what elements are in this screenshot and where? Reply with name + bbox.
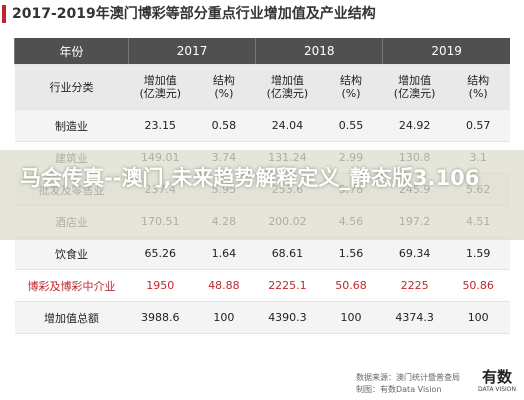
cell-value: 24.92 [382,109,447,142]
title-accent [2,5,6,23]
cell-value: 0.55 [319,109,383,142]
cell-value: 68.61 [255,237,320,270]
cell-value: 50.68 [319,269,383,302]
logo-sub: DATA VISION [477,386,517,393]
cell-value: 1.56 [319,237,383,270]
cell-value: 2225 [382,269,447,302]
subheader: 结构 (%) [319,64,383,110]
row-label: 增加值总额 [14,301,129,334]
subheader: 增加值 (亿澳元) [255,64,320,110]
data-row: 饮食业 65.26 1.64 68.61 1.56 69.34 1.59 [14,237,510,270]
subheader: 结构 (%) [446,64,510,110]
cell-value: 1.64 [192,237,256,270]
year-row: 年份 2017 2018 2019 [14,38,510,65]
subheader: 增加值 (亿澳元) [128,64,193,110]
source-text: 数据来源：澳门统计暨普查局 [356,373,460,382]
category-label: 行业分类 [14,64,129,110]
cell-value: 69.34 [382,237,447,270]
data-row: 博彩及博彩中介业 1950 48.88 2225.1 50.68 2225 50.86 [14,269,510,302]
row-label: 制造业 [14,109,129,142]
credit-text: 制图：有数Data Vision [356,385,442,394]
year-label: 年份 [14,38,129,65]
row-label: 博彩及博彩中介业 [14,269,129,302]
title-bar: 2017-2019年澳门博彩等部分重点行业增加值及产业结构 [0,3,524,27]
cell-value: 4390.3 [255,301,320,334]
cell-value: 65.26 [128,237,193,270]
data-row: 增加值总额 3988.6 100 4390.3 100 4374.3 100 [14,301,510,334]
logo: 有数 DATA VISION [476,368,518,398]
cell-value: 48.88 [192,269,256,302]
cell-value: 2225.1 [255,269,320,302]
cell-value: 100 [446,301,510,334]
overlay-banner: 马会传真--澳门,未来趋势解释定义_静态版3.106 [0,150,524,240]
subheader-row: 行业分类 增加值 (亿澳元) 结构 (%) 增加值 (亿澳元) 结构 (%) 增加值 (亿澳元) 结构… [14,64,510,110]
source: 数据来源：澳门统计暨普查局 制图：有数Data Vision [356,372,460,396]
data-row: 制造业 23.15 0.58 24.04 0.55 24.92 0.57 [14,109,510,142]
year-header: 2017 [127,38,256,65]
cell-value: 23.15 [128,109,193,142]
cell-value: 3988.6 [128,301,193,334]
subheader: 结构 (%) [192,64,256,110]
cell-value: 4374.3 [382,301,447,334]
cell-value: 0.58 [192,109,256,142]
cell-value: 1950 [128,269,193,302]
logo-text: 有数 [481,368,512,386]
cell-value: 24.04 [255,109,320,142]
subheader: 增加值 (亿澳元) [382,64,447,110]
overlay-text: 马会传真--澳门,未来趋势解释定义_静态版3.106 [20,166,480,190]
year-header: 2019 [382,38,510,65]
cell-value: 100 [319,301,383,334]
cell-value: 0.57 [446,109,510,142]
cell-value: 100 [192,301,256,334]
row-label: 饮食业 [14,237,129,270]
cell-value: 1.59 [446,237,510,270]
year-header: 2018 [255,38,383,65]
title: 2017-2019年澳门博彩等部分重点行业增加值及产业结构 [12,6,376,22]
cell-value: 50.86 [446,269,510,302]
